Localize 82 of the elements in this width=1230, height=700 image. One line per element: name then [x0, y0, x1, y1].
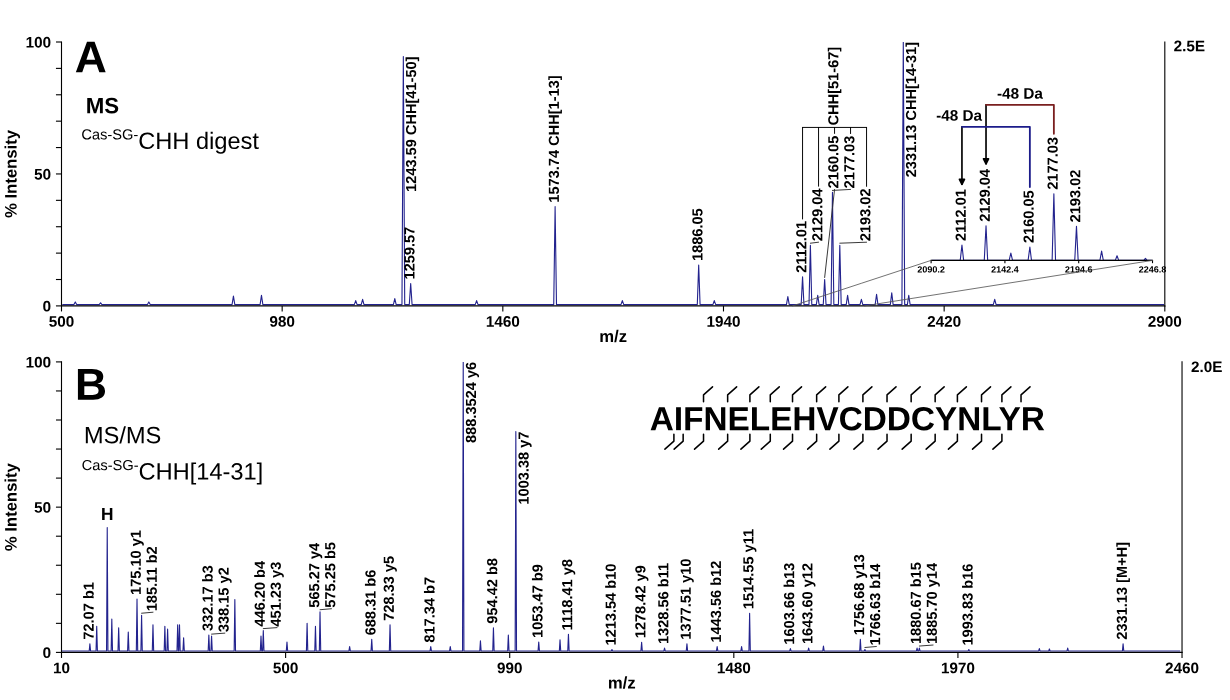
annotation: 575.25 b5 — [324, 542, 336, 608]
annotation: 446.20 b4 — [254, 561, 265, 627]
annotation: 2331.13 CHH[14-31] — [905, 42, 920, 177]
annotation: 1993.83 b16 — [962, 564, 973, 645]
annotation: MS — [87, 97, 119, 114]
x-tick-label: 500 — [273, 662, 298, 674]
annotation: 2160.05 — [1023, 190, 1034, 243]
annotation: 72.07 b1 — [83, 582, 94, 640]
x-tick-label: 1460 — [486, 316, 520, 327]
annotation: 175.10 y1 — [130, 530, 144, 595]
annotation: CHH[51-67] — [827, 47, 842, 125]
x-tick-label: 2090.2 — [917, 266, 945, 273]
annotation: 954.42 b8 — [486, 558, 498, 624]
annotation: 2193.02 — [1070, 170, 1081, 222]
annotation: B — [77, 369, 106, 400]
annotation: A — [75, 41, 106, 73]
annotation: 1885.70 y14 — [926, 563, 940, 644]
x-axis-title: m/z — [608, 676, 636, 689]
annotation: 1443.56 b12 — [710, 561, 722, 642]
annotation: 338.15 y2 — [218, 567, 232, 632]
annotation: 2193.02 — [860, 189, 871, 241]
x-tick-label: 10 — [53, 662, 70, 674]
text: 2.5E — [1174, 40, 1205, 52]
annotation: 2331.13 [M+H] — [1116, 542, 1130, 640]
annotation: 2160.05 — [828, 136, 839, 188]
annotation: 1053.47 b9 — [531, 564, 543, 638]
x-tick-label: 990 — [497, 662, 522, 674]
x-tick-label: 1970 — [941, 662, 975, 674]
x-tick-label: 1480 — [717, 662, 751, 674]
annotation: 2129.04 — [979, 169, 990, 222]
y-tick-label: 100 — [26, 356, 51, 368]
annotation: -48 Da — [936, 110, 983, 121]
text: 2.0E — [1191, 361, 1222, 373]
y-tick-label: 50 — [34, 168, 51, 180]
annotation: 1756.68 y13 — [853, 554, 868, 635]
x-axis-title: m/z — [600, 329, 627, 343]
annotation: 185.11 b2 — [146, 546, 157, 611]
annotation: 1278.42 y9 — [635, 565, 649, 638]
annotation: 728.33 y5 — [383, 556, 397, 621]
annotation: H — [102, 507, 113, 520]
annotation: 1377.51 y10 — [680, 559, 694, 639]
annotation: 817.34 b7 — [423, 577, 435, 643]
x-tick-label: 1940 — [707, 316, 740, 327]
annotation: 1243.59 CHH[41-50] — [405, 57, 420, 191]
annotation: 2129.04 — [812, 188, 823, 241]
y-tick-label: 50 — [34, 502, 51, 513]
annotation: 1003.38 y7 — [518, 432, 532, 504]
annotation: 1213.54 b10 — [605, 564, 616, 645]
annotation: 2177.03 — [1047, 137, 1058, 190]
y-tick-label: 100 — [26, 36, 51, 48]
annotation: 1603.66 b13 — [783, 563, 795, 644]
annotation: 2112.01 — [796, 221, 807, 273]
annotation: 1880.67 b15 — [910, 562, 921, 644]
annotation: 2177.03 — [844, 136, 855, 188]
annotation: 1573.74 CHH[1-13] — [548, 76, 562, 202]
annotation: -48 Da — [997, 88, 1043, 99]
annotation: AIFNELEHVCDDCYNLYR — [650, 406, 1045, 431]
x-tick-label: 2142.4 — [991, 266, 1019, 273]
annotation: 1766.63 b14 — [869, 563, 881, 645]
annotation: 332.17 b3 — [202, 565, 213, 631]
annotation: 1118.41 y8 — [562, 559, 576, 630]
x-tick-label: 2194.6 — [1065, 266, 1093, 273]
y-tick-label: 0 — [43, 300, 51, 312]
annotation: 888.3524 y6 — [465, 362, 480, 443]
x-tick-label: 2900 — [1148, 316, 1182, 327]
annotation: 688.31 b6 — [364, 570, 376, 635]
annotation: 2112.01 — [955, 189, 966, 241]
x-tick-label: 500 — [49, 316, 74, 327]
annotation: 1259.57 — [404, 227, 415, 279]
y-tick-label: 0 — [43, 647, 51, 659]
annotation: 1328.56 b11 — [657, 563, 669, 644]
annotation: 565.27 y4 — [309, 542, 323, 608]
annotation: 1514.55 y11 — [743, 529, 757, 609]
y-axis-title: % Intensity — [4, 463, 21, 551]
annotation: 451.23 y3 — [270, 562, 284, 627]
annotation: 1886.05 — [692, 208, 703, 261]
annotation: 1643.60 y12 — [802, 563, 816, 644]
x-tick-label: 980 — [269, 316, 295, 327]
x-tick-label: 2420 — [927, 316, 961, 327]
y-axis-title: % Intensity — [4, 130, 21, 218]
annotation: MS/MS — [85, 426, 161, 444]
x-tick-label: 2460 — [1165, 662, 1199, 674]
